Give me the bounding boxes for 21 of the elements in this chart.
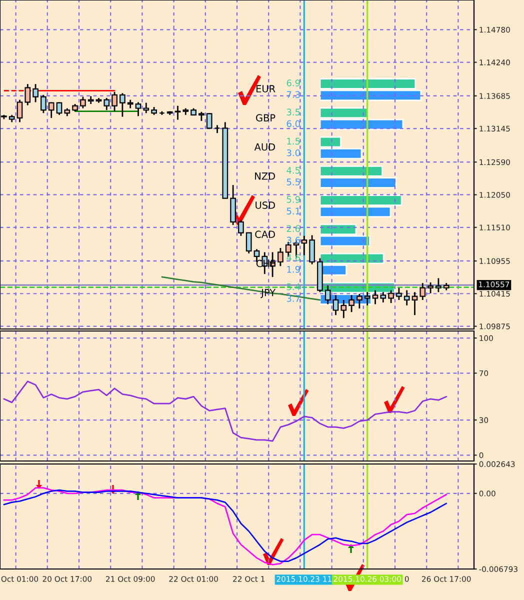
y-tick-label: EUR [256, 85, 276, 92]
data-label: 4.5 [286, 167, 300, 174]
data-label: 5.5 [286, 178, 300, 186]
y-tick-label: AUD [254, 143, 275, 151]
y-tick-label: GBP [256, 114, 276, 122]
y-tick-label: CAD [255, 230, 275, 238]
data-label: 6.0 [286, 120, 300, 128]
data-label: 3.5 [286, 108, 300, 116]
data-label: 1.5 [287, 138, 300, 145]
data-label: 7.3 [286, 91, 300, 98]
data-label: 3.6 [286, 236, 300, 244]
data-label: 6.9 [286, 80, 300, 86]
data-label: 1.9 [287, 266, 300, 273]
y-tick-label: USD [256, 202, 275, 209]
data-label: 4.6 [286, 254, 300, 262]
data-label: 3.7 [286, 295, 300, 302]
data-label: 5.9 [286, 196, 300, 203]
data-label: 3.0 [286, 149, 300, 156]
y-tick-label: NZD [255, 172, 275, 180]
data-label: 2.6 [286, 225, 300, 232]
data-label: 5.1 [286, 208, 300, 215]
